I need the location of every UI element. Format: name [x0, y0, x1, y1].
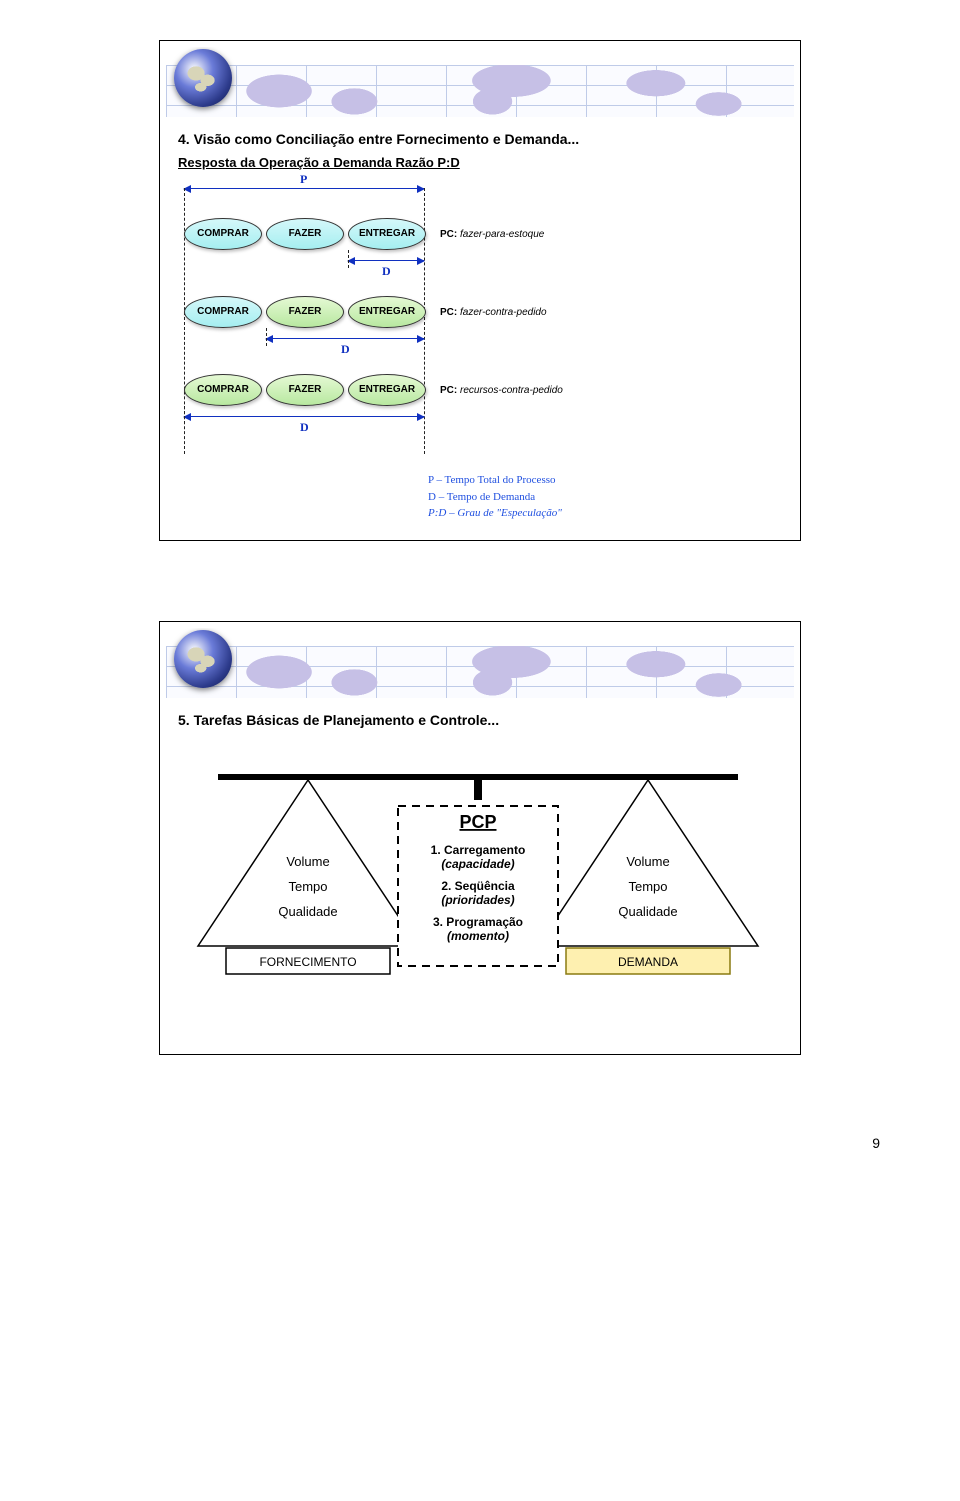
pcp-item-2b: (prioridades) [441, 893, 514, 907]
slide-1: 4. Visão como Conciliação entre Fornecim… [159, 40, 801, 541]
p-label: P [300, 172, 307, 187]
pc-label: PC: fazer-para-estoque [440, 229, 544, 240]
pcp-item-3b: (momento) [447, 929, 509, 943]
legend-line-p: P – Tempo Total do Processo [428, 472, 782, 489]
world-map-icon [166, 646, 794, 698]
fornecimento-label: FORNECIMENTO [259, 955, 356, 969]
stage-oval: FAZER [266, 296, 344, 328]
pcp-item-2: 2. Seqüência [441, 879, 515, 893]
pcp-item-3: 3. Programação [433, 915, 523, 929]
stage-oval: ENTREGAR [348, 218, 426, 250]
stage-oval: FAZER [266, 218, 344, 250]
pd-diagram: PCOMPRARFAZERENTREGARPC: fazer-para-esto… [184, 176, 782, 466]
balance-diagram: Volume Tempo Qualidade Volume Tempo Qualidade… [178, 736, 782, 1036]
stage-oval: ENTREGAR [348, 374, 426, 406]
d-label: D [382, 264, 391, 279]
slide1-title: 4. Visão como Conciliação entre Fornecim… [178, 131, 782, 147]
balance-beam [218, 774, 738, 780]
page-number: 9 [40, 1135, 880, 1151]
slide1-legend: P – Tempo Total do Processo D – Tempo de… [428, 472, 782, 522]
pcp-title: PCP [459, 812, 496, 832]
map-header [166, 47, 794, 117]
slide1-subtitle: Resposta da Operação a Demanda Razão P:D [178, 155, 782, 170]
slide2-title: 5. Tarefas Básicas de Planejamento e Con… [178, 712, 782, 728]
globe-icon [174, 49, 232, 107]
stage-oval: COMPRAR [184, 296, 262, 328]
slide-2: 5. Tarefas Básicas de Planejamento e Con… [159, 621, 801, 1055]
d-arrow [266, 338, 424, 339]
pivot-icon [474, 780, 482, 800]
left-tempo: Tempo [288, 879, 327, 894]
stage-oval: ENTREGAR [348, 296, 426, 328]
slide1-content: 4. Visão como Conciliação entre Fornecim… [160, 123, 800, 540]
balance-svg: Volume Tempo Qualidade Volume Tempo Qualidade… [178, 736, 782, 1036]
legend-line-d: D – Tempo de Demanda [428, 489, 782, 506]
d-label: D [341, 342, 350, 357]
right-tempo: Tempo [628, 879, 667, 894]
map-header-2 [166, 628, 794, 698]
d-arrow [184, 416, 424, 417]
pd-row: COMPRARFAZERENTREGAR PC: recursos-contra-… [184, 374, 563, 406]
demanda-label: DEMANDA [618, 955, 678, 969]
stage-oval: COMPRAR [184, 374, 262, 406]
pd-row: COMPRARFAZERENTREGAR PC: fazer-para-estoq… [184, 218, 544, 250]
d-arrow [348, 260, 424, 261]
pd-row: COMPRARFAZERENTREGAR PC: fazer-contra-ped… [184, 296, 547, 328]
stage-oval: FAZER [266, 374, 344, 406]
pcp-item-1b: (capacidade) [441, 857, 514, 871]
pc-label: PC: recursos-contra-pedido [440, 385, 563, 396]
pc-label: PC: fazer-contra-pedido [440, 307, 547, 318]
right-volume: Volume [626, 854, 669, 869]
d-label: D [300, 420, 309, 435]
left-volume: Volume [286, 854, 329, 869]
right-qualidade: Qualidade [618, 904, 677, 919]
globe-icon [174, 630, 232, 688]
legend-line-pd: P:D – Grau de "Especulação" [428, 505, 782, 522]
slide2-content: 5. Tarefas Básicas de Planejamento e Con… [160, 704, 800, 1054]
world-map-icon [166, 65, 794, 117]
stage-oval: COMPRAR [184, 218, 262, 250]
p-arrow [184, 188, 424, 189]
pcp-item-1: 1. Carregamento [431, 843, 526, 857]
left-qualidade: Qualidade [278, 904, 337, 919]
